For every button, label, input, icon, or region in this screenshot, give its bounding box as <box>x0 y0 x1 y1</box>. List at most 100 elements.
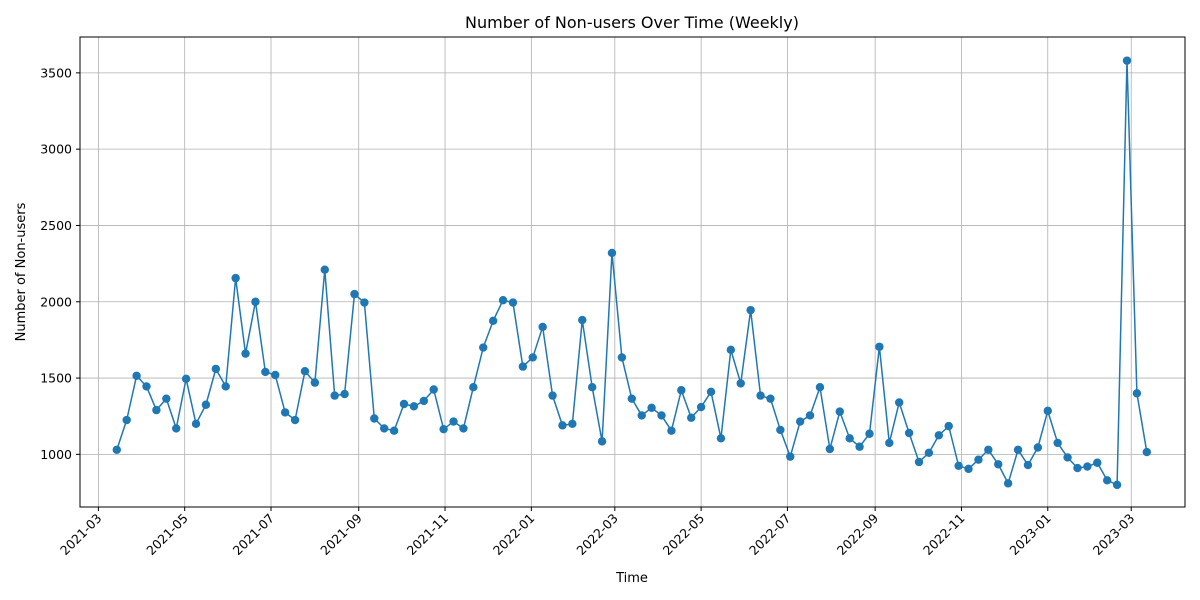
y-axis-ticks: 1000 1500 2000 2500 3000 3500 <box>40 65 80 462</box>
data-point <box>201 400 211 409</box>
data-point <box>271 370 280 380</box>
y-tick-label: 1500 <box>40 371 72 386</box>
data-point <box>964 464 973 474</box>
data-point <box>795 417 805 426</box>
data-point <box>766 394 775 403</box>
data-point <box>389 426 399 435</box>
data-point <box>211 364 221 374</box>
data-point <box>261 367 270 377</box>
data-point <box>716 434 726 443</box>
data-point <box>112 445 121 454</box>
data-point <box>320 265 329 274</box>
y-tick-label: 3000 <box>40 142 72 157</box>
data-point <box>1023 460 1033 470</box>
data-point <box>231 273 240 283</box>
plot-frame <box>79 36 1186 508</box>
data-point <box>1073 463 1082 473</box>
data-point <box>1033 443 1043 452</box>
data-point <box>776 425 785 435</box>
data-point <box>1003 479 1013 488</box>
data-point <box>587 383 597 392</box>
data-point <box>399 399 409 409</box>
data-point <box>1013 445 1023 454</box>
grid-lines <box>80 37 1185 507</box>
y-axis-label: Number of Non-users <box>14 202 29 341</box>
data-point <box>1142 447 1152 457</box>
data-point <box>994 460 1003 469</box>
data-point <box>330 391 339 400</box>
data-point <box>895 398 904 407</box>
data-point <box>845 434 854 443</box>
data-point <box>1093 458 1102 467</box>
data-point <box>488 316 498 326</box>
data-point <box>280 408 290 417</box>
data-point <box>548 391 557 400</box>
data-point <box>647 403 656 413</box>
data-point <box>746 305 755 315</box>
data-point <box>736 379 745 388</box>
data-point <box>172 424 181 433</box>
data-points <box>112 56 1152 490</box>
data-point <box>756 391 765 400</box>
data-point <box>479 343 488 352</box>
data-point <box>290 415 300 425</box>
data-point <box>726 345 736 355</box>
data-point <box>974 455 983 464</box>
data-point <box>1112 480 1122 490</box>
data-point <box>449 417 458 426</box>
x-axis-label: Time <box>615 571 648 586</box>
data-point <box>865 429 874 438</box>
y-tick-label: 3500 <box>40 65 72 80</box>
data-point <box>786 452 795 461</box>
data-point <box>142 382 151 391</box>
data-point <box>538 322 547 332</box>
data-point <box>607 248 617 258</box>
data-point <box>122 415 131 425</box>
data-point <box>855 442 864 451</box>
data-point <box>924 448 934 458</box>
data-point <box>1083 462 1092 471</box>
data-point <box>429 385 438 394</box>
data-point <box>984 445 993 454</box>
data-point <box>706 387 716 396</box>
data-point <box>251 297 260 306</box>
data-point <box>340 389 349 399</box>
data-point <box>221 382 230 391</box>
data-point <box>914 457 924 467</box>
data-point <box>558 421 567 430</box>
data-point <box>815 383 825 392</box>
data-point <box>419 396 429 406</box>
data-point <box>409 402 419 411</box>
data-point <box>944 421 953 431</box>
data-point <box>360 298 369 307</box>
data-point <box>1043 406 1052 416</box>
data-point <box>568 419 577 429</box>
data-point <box>241 349 250 358</box>
data-point <box>518 362 528 371</box>
data-point <box>300 366 310 376</box>
data-point <box>370 414 379 423</box>
data-point <box>1122 56 1132 65</box>
data-point <box>825 444 835 454</box>
data-point <box>578 315 587 325</box>
data-point <box>181 374 191 384</box>
y-tick-label: 2500 <box>40 218 72 233</box>
data-point <box>597 437 607 446</box>
data-point <box>1063 453 1072 462</box>
data-point <box>627 394 636 403</box>
data-point <box>498 296 508 305</box>
data-point <box>459 424 468 433</box>
data-point <box>162 394 171 403</box>
data-point <box>132 371 141 380</box>
data-point <box>637 411 646 420</box>
y-tick-label: 2000 <box>40 294 72 309</box>
data-point <box>696 402 706 412</box>
data-point <box>439 424 448 434</box>
data-point <box>934 431 944 440</box>
y-tick-label: 1000 <box>40 447 72 462</box>
data-point <box>805 411 815 420</box>
chart-title: Number of Non-users Over Time (Weekly) <box>465 13 799 32</box>
data-point <box>954 461 963 470</box>
